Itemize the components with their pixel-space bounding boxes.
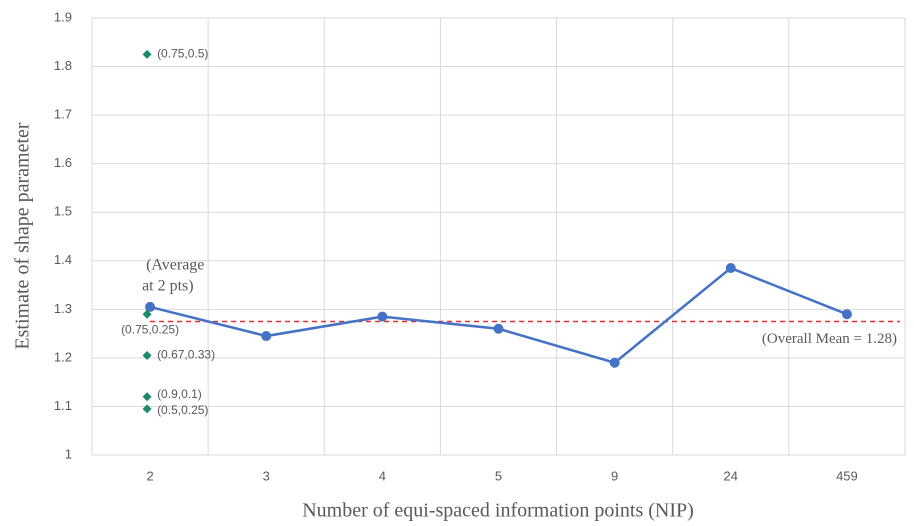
- y-tick-label: 1.6: [54, 155, 72, 170]
- x-tick-label: 2: [146, 468, 153, 483]
- point-label: (0.67,0.33): [157, 348, 215, 362]
- y-axis-label: Estimate of shape parameter: [12, 122, 34, 349]
- data-point: [609, 357, 620, 368]
- point-label: (0.75,0.25): [121, 322, 179, 336]
- x-tick-label: 9: [611, 468, 618, 483]
- diamond-marker: [142, 309, 152, 319]
- x-tick-label: 4: [379, 468, 386, 483]
- x-axis-label: Number of equi-spaced information points…: [302, 500, 694, 522]
- y-tick-label: 1.3: [54, 301, 72, 316]
- x-tick-label: 5: [495, 468, 502, 483]
- annotation: (Average: [146, 257, 204, 274]
- y-tick-label: 1: [65, 446, 72, 461]
- data-point: [493, 323, 504, 334]
- diamond-marker: [142, 404, 152, 414]
- x-tick-label: 24: [724, 468, 738, 483]
- data-point: [725, 263, 736, 274]
- y-tick-label: 1.2: [54, 349, 72, 364]
- diamond-marker: [142, 49, 152, 59]
- y-tick-label: 1.1: [54, 398, 72, 413]
- diamond-marker: [142, 392, 152, 402]
- diamond-marker: [142, 350, 152, 360]
- y-tick-label: 1.5: [54, 204, 72, 219]
- data-point: [377, 311, 388, 322]
- x-tick-label: 3: [263, 468, 270, 483]
- y-tick-label: 1.9: [54, 9, 72, 24]
- y-tick-label: 1.4: [54, 252, 72, 267]
- y-tick-label: 1.7: [54, 107, 72, 122]
- x-tick-label: 459: [836, 468, 858, 483]
- y-tick-label: 1.8: [54, 58, 72, 73]
- mean-label: (Overall Mean = 1.28): [762, 331, 897, 347]
- point-label: (0.9,0.1): [157, 387, 202, 401]
- data-point: [145, 301, 156, 312]
- point-label: (0.5,0.25): [157, 403, 208, 417]
- point-label: (0.75,0.5): [157, 47, 208, 61]
- data-line: [149, 266, 848, 365]
- data-point: [261, 331, 272, 342]
- annotation: at 2 pts): [142, 278, 194, 295]
- data-point: [841, 309, 852, 320]
